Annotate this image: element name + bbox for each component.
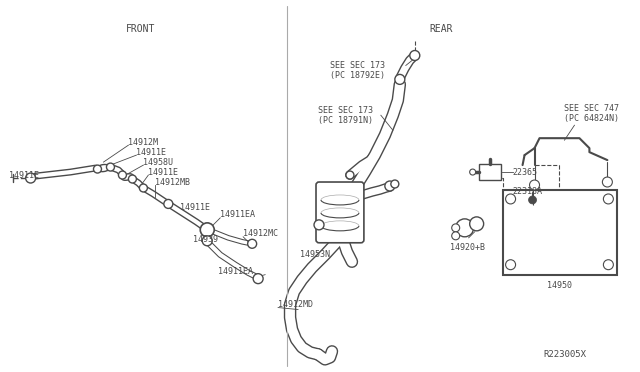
Text: 14939: 14939: [193, 235, 218, 244]
FancyBboxPatch shape: [316, 182, 364, 243]
Text: SEE SEC 173: SEE SEC 173: [330, 61, 385, 70]
Text: 14911EA: 14911EA: [218, 267, 253, 276]
Circle shape: [602, 177, 612, 187]
Circle shape: [410, 51, 420, 61]
Circle shape: [253, 274, 263, 283]
Circle shape: [118, 171, 127, 179]
Text: 22318A: 22318A: [513, 187, 543, 196]
Circle shape: [391, 180, 399, 188]
Circle shape: [604, 260, 613, 270]
Text: (PC 18791N): (PC 18791N): [318, 116, 373, 125]
Circle shape: [314, 220, 324, 230]
Text: 14958U: 14958U: [143, 158, 173, 167]
Circle shape: [456, 219, 474, 237]
Text: 14950: 14950: [547, 281, 572, 290]
Text: 14912M: 14912M: [129, 138, 159, 147]
Text: R223005X: R223005X: [543, 350, 586, 359]
Circle shape: [452, 232, 460, 240]
Text: (PC 18792E): (PC 18792E): [330, 71, 385, 80]
Circle shape: [140, 184, 147, 192]
Circle shape: [395, 74, 405, 84]
Text: 14920+B: 14920+B: [450, 243, 484, 252]
Text: 14953N: 14953N: [300, 250, 330, 259]
Circle shape: [129, 175, 136, 183]
Text: 14912MC: 14912MC: [243, 229, 278, 238]
Text: 14911E: 14911E: [136, 148, 166, 157]
Circle shape: [506, 194, 516, 204]
Bar: [502, 190, 618, 275]
Text: SEE SEC 173: SEE SEC 173: [318, 106, 373, 115]
Text: 22365: 22365: [513, 167, 538, 177]
Text: 14911E: 14911E: [180, 203, 211, 212]
Circle shape: [506, 260, 516, 270]
Text: 14911EA: 14911EA: [220, 211, 255, 219]
Circle shape: [93, 165, 102, 173]
Circle shape: [164, 199, 173, 208]
Ellipse shape: [97, 164, 111, 171]
Text: REAR: REAR: [430, 23, 453, 33]
Circle shape: [529, 180, 540, 190]
Circle shape: [470, 217, 484, 231]
Text: 14911E: 14911E: [9, 170, 38, 180]
Text: 14912MB: 14912MB: [156, 177, 190, 186]
Circle shape: [529, 196, 536, 204]
Circle shape: [106, 163, 115, 171]
Circle shape: [604, 194, 613, 204]
Bar: [479, 164, 500, 180]
Circle shape: [346, 171, 354, 179]
Text: FRONT: FRONT: [125, 23, 155, 33]
Circle shape: [200, 223, 214, 237]
Circle shape: [385, 181, 395, 191]
Circle shape: [452, 224, 460, 232]
Circle shape: [26, 173, 36, 183]
Text: SEE SEC 747: SEE SEC 747: [564, 104, 620, 113]
Text: (PC 64824N): (PC 64824N): [564, 114, 620, 123]
Circle shape: [248, 239, 257, 248]
Ellipse shape: [122, 174, 133, 180]
Circle shape: [202, 236, 212, 246]
Circle shape: [470, 169, 476, 175]
Text: 14911E: 14911E: [148, 167, 179, 177]
Text: 14912MD: 14912MD: [278, 300, 313, 309]
